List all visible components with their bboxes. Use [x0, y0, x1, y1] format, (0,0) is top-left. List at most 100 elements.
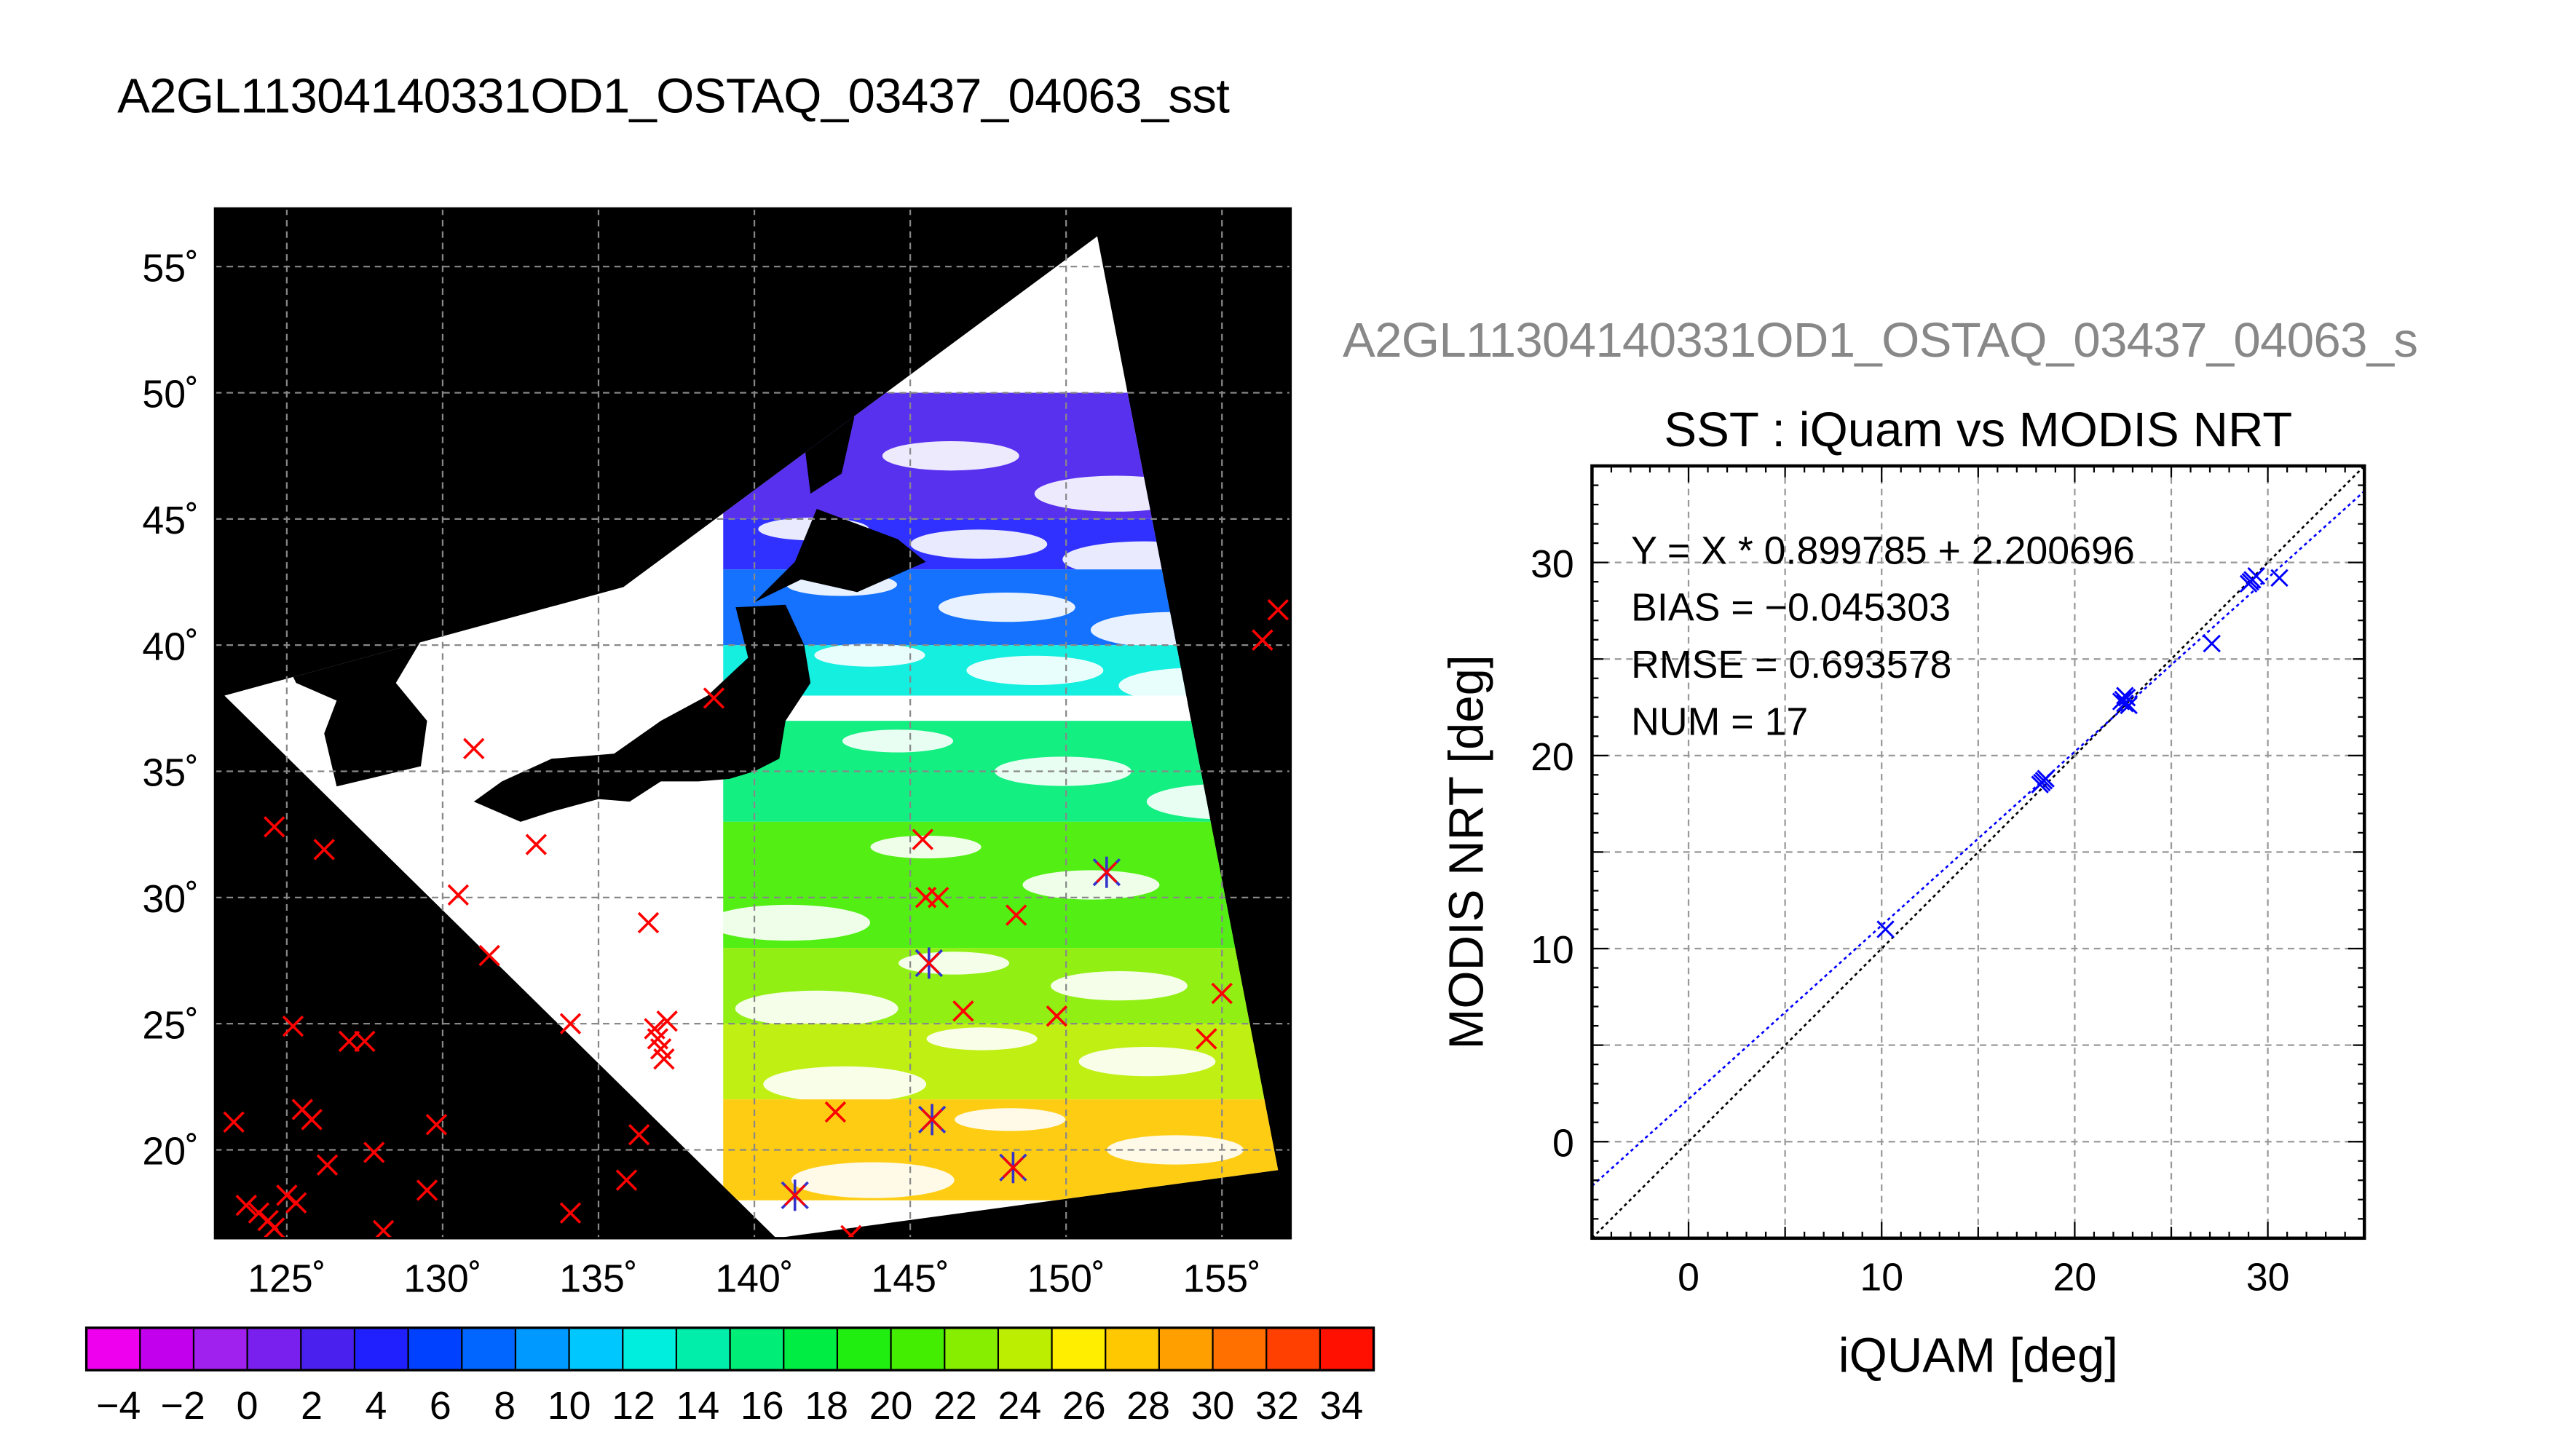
iquam-points: [223, 598, 1289, 1238]
iquam-marker: [313, 839, 335, 860]
matchup-points: [781, 856, 1121, 1211]
colorbar-swatch: [354, 1327, 409, 1371]
x-tick-label: 30: [2246, 1255, 2290, 1299]
cloud-patch: [882, 441, 1019, 471]
iquam-marker: [1211, 982, 1233, 1005]
colorbar-tick-label: 34: [1319, 1384, 1363, 1428]
scatter-header-title: A2GL11304140331OD1_OSTAQ_03437_04063_s: [1343, 314, 2418, 368]
colorbar-swatch: [1051, 1327, 1107, 1371]
scatter-point: [2116, 695, 2134, 713]
cloud-patch: [898, 951, 1010, 975]
scatter-point: [1876, 920, 1895, 938]
sst-colorbar: −4 −2 0 2 4 6 8 10 12 14 16 18 20 22 24 26 28 30 32 34: [84, 1326, 1375, 1428]
map-frame: [213, 207, 1292, 1240]
matchup-marker-red: [784, 1184, 806, 1206]
iquam-marker: [316, 1154, 339, 1176]
colorbar-tick-label: 30: [1191, 1384, 1235, 1428]
iquam-marker: [1267, 598, 1289, 621]
cloud-patch: [870, 835, 982, 859]
iquam-marker: [952, 1000, 974, 1022]
x-tick-label: 10: [1860, 1255, 1903, 1299]
y-tick-label: 10: [1531, 928, 1574, 972]
cloud-patch: [966, 655, 1104, 685]
colorbar-tick-label: 26: [1062, 1384, 1106, 1428]
iquam-marker: [637, 911, 660, 934]
cloud-patch: [926, 1027, 1038, 1051]
cloud-patch: [814, 644, 925, 667]
stats-line: NUM = 17: [1631, 700, 1808, 743]
x-tick-label: 0: [1678, 1255, 1699, 1299]
land-mass: [754, 508, 926, 603]
sst-map: 125˚ 130˚ 135˚ 140˚ 145˚ 150˚ 155˚ 20˚ 25˚ 30˚ 35˚…: [142, 207, 1292, 1301]
scatter-title: SST : iQuam vs MODIS NRT: [1664, 403, 2292, 457]
colorbar-tick-label: 0: [237, 1384, 258, 1428]
matchup-marker-red: [1002, 1157, 1024, 1179]
scatter-point: [2239, 574, 2258, 593]
lat-tick-label: 30˚: [142, 877, 199, 921]
scatter-point: [2203, 634, 2221, 653]
colorbar-swatch: [1212, 1327, 1268, 1371]
colorbar-tick-label: 18: [805, 1384, 848, 1428]
colorbar-swatch: [86, 1327, 141, 1371]
iquam-marker: [824, 1101, 847, 1123]
colorbar-tick-label: −4: [96, 1384, 141, 1428]
iquam-marker: [559, 1202, 582, 1224]
y-tick-label: 0: [1552, 1121, 1574, 1165]
matchup-marker-red: [921, 1109, 943, 1131]
iquam-marker: [912, 828, 933, 850]
colorbar-tick-label: 2: [301, 1384, 323, 1428]
colorbar-tick-label: 14: [676, 1384, 720, 1428]
iquam-marker: [1252, 629, 1273, 651]
lat-tick-label: 20˚: [142, 1130, 199, 1174]
cloud-patch: [955, 1108, 1066, 1131]
cloud-patch: [938, 593, 1075, 622]
lat-tick-label: 55˚: [142, 246, 199, 290]
colorbar-tick-label: 4: [365, 1384, 387, 1428]
cloud-patch: [1078, 1047, 1216, 1077]
lon-tick-label: 150˚: [1027, 1257, 1105, 1301]
y-tick-label: 30: [1531, 542, 1574, 586]
iquam-marker: [927, 887, 949, 909]
iquam-marker: [628, 1123, 650, 1146]
colorbar-swatch: [1158, 1327, 1214, 1371]
lon-tick-label: 140˚: [715, 1257, 793, 1301]
lon-tick-label: 155˚: [1182, 1257, 1260, 1301]
iquam-marker: [525, 834, 548, 855]
lat-tick-label: 50˚: [142, 373, 199, 416]
colorbar-swatch: [676, 1327, 731, 1371]
scatter-point: [2116, 687, 2134, 705]
iquam-marker: [447, 884, 470, 906]
iquam-marker: [703, 687, 725, 709]
colorbar-tick-label: 24: [998, 1384, 1042, 1428]
iquam-marker: [285, 1192, 307, 1214]
iquam-marker: [363, 1142, 385, 1163]
scatter-grid: [1592, 466, 2365, 1238]
colorbar-swatch: [730, 1327, 785, 1371]
colorbar-swatch: [998, 1327, 1053, 1371]
cloud-patch: [707, 904, 871, 941]
iquam-marker: [1046, 1005, 1068, 1027]
iquam-marker: [223, 1111, 245, 1133]
stats-line: Y = X * 0.899785 + 2.200696: [1631, 529, 2135, 572]
scatter-point: [2270, 569, 2289, 587]
colorbar-swatch: [891, 1327, 946, 1371]
iquam-marker: [1005, 904, 1027, 926]
colorbar-swatch: [247, 1327, 302, 1371]
colorbar-swatch: [140, 1327, 195, 1371]
iquam-marker: [301, 1109, 323, 1131]
lon-tick-label: 130˚: [403, 1257, 481, 1301]
colorbar-tick-label: 28: [1126, 1384, 1170, 1428]
y-axis-label: MODIS NRT [deg]: [1439, 654, 1493, 1049]
iquam-marker: [1196, 1028, 1217, 1050]
iquam-marker: [463, 737, 485, 759]
colorbar-swatch: [944, 1327, 1000, 1371]
iquam-marker: [559, 1013, 582, 1034]
colorbar-swatch: [569, 1327, 624, 1371]
cloud-patch: [842, 729, 954, 753]
y-tick-label: 20: [1531, 735, 1574, 779]
colorbar-tick-label: −2: [161, 1384, 205, 1428]
lat-tick-label: 35˚: [142, 751, 199, 795]
iquam-marker: [615, 1169, 638, 1191]
land-mass: [473, 604, 811, 822]
